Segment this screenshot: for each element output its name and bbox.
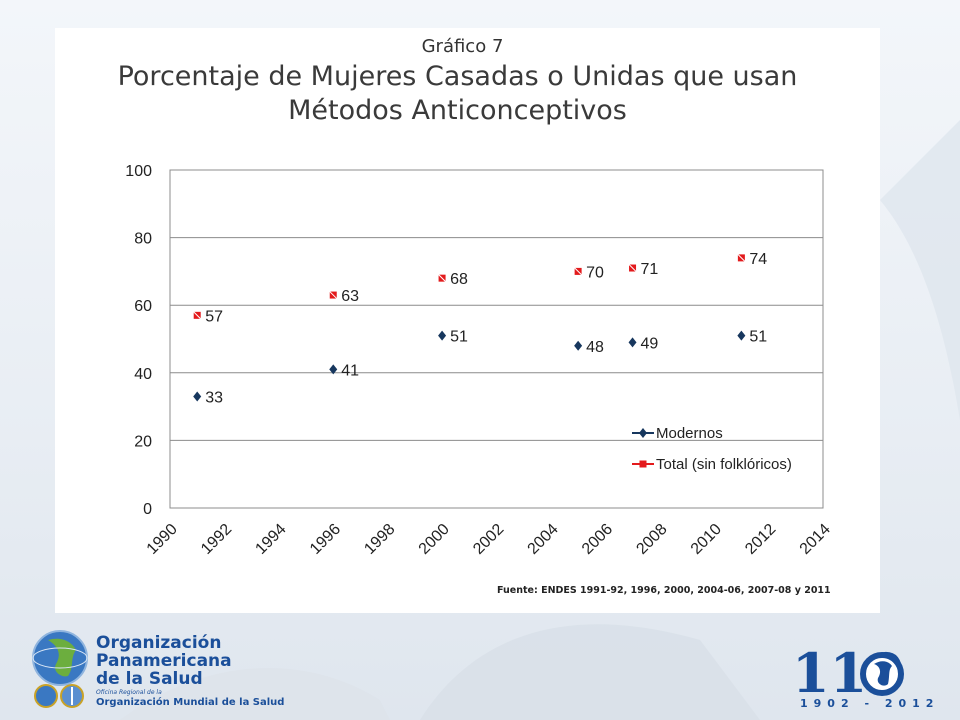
data-label: 51 — [450, 329, 468, 346]
y-tick-label: 80 — [134, 231, 152, 248]
x-tick-label: 1996 — [307, 521, 344, 558]
legend-label: Modernos — [656, 425, 723, 442]
point-total-mark — [573, 267, 583, 276]
legend-label: Total (sin folklóricos) — [656, 456, 792, 473]
point-modernos — [329, 364, 338, 375]
y-tick-label: 100 — [125, 163, 152, 180]
x-tick-label: 1990 — [144, 521, 181, 558]
chart-number: Gráfico 7 — [421, 36, 504, 57]
x-tick-label: 2010 — [688, 521, 725, 558]
x-tick-label: 1992 — [198, 521, 235, 558]
point-total-mark — [328, 290, 338, 300]
chart-title-line2: Métodos Anticonceptivos — [288, 95, 627, 126]
chart-title-line1: Porcentaje de Mujeres Casadas o Unidas q… — [117, 61, 798, 92]
point-total-mark — [192, 310, 202, 320]
org-name: Organización Panamericana de la Salud — [96, 634, 232, 688]
data-label: 49 — [641, 335, 659, 352]
data-label: 33 — [205, 389, 223, 406]
y-tick-label: 0 — [143, 501, 152, 518]
point-modernos — [737, 330, 746, 341]
legend-marker-total — [639, 460, 647, 468]
chart-title: Porcentaje de Mujeres Casadas o Unidas q… — [0, 60, 915, 128]
y-tick-label: 40 — [134, 366, 152, 383]
point-modernos — [438, 330, 447, 341]
y-tick-label: 20 — [134, 433, 152, 450]
source-note: Fuente: ENDES 1991-92, 1996, 2000, 2004-… — [497, 585, 831, 596]
x-tick-label: 2002 — [470, 521, 507, 558]
anniversary-logo: 110 — [792, 641, 905, 705]
who-name: Organización Mundial de la Salud — [96, 697, 285, 708]
x-tick-label: 2012 — [742, 521, 779, 558]
point-total-mark — [737, 253, 746, 263]
plot-area-frame — [169, 169, 824, 509]
org-name-line3: de la Salud — [96, 669, 203, 689]
data-label: 51 — [749, 329, 767, 346]
org-name-line1: Organización — [96, 633, 222, 653]
data-label: 68 — [450, 271, 468, 288]
data-label: 74 — [749, 251, 767, 268]
regional-office-label: Oficina Regional de la — [96, 689, 162, 696]
point-total-mark — [437, 273, 447, 283]
x-tick-label: 2006 — [579, 521, 616, 558]
x-tick-label: 1998 — [361, 521, 398, 558]
point-modernos — [628, 337, 637, 348]
x-tick-label: 1994 — [252, 521, 289, 558]
data-label: 71 — [641, 261, 659, 278]
data-label: 48 — [586, 339, 604, 356]
legend-marker-modernos — [639, 428, 647, 438]
y-tick-label: 60 — [134, 298, 152, 315]
data-label: 70 — [586, 264, 604, 281]
x-tick-label: 2000 — [416, 521, 453, 558]
chart-panel — [55, 28, 880, 613]
x-tick-label: 2014 — [797, 521, 834, 558]
x-tick-label: 2004 — [525, 521, 562, 558]
org-name-line2: Panamericana — [96, 651, 232, 671]
point-total-mark — [628, 263, 637, 273]
x-tick-label: 2008 — [633, 521, 670, 558]
data-label: 63 — [341, 288, 359, 305]
data-label: 41 — [341, 362, 359, 379]
paho-logo — [32, 630, 88, 708]
data-label: 57 — [205, 308, 223, 325]
anniversary-years: 1902 - 2012 — [800, 697, 940, 710]
point-modernos — [574, 340, 583, 351]
point-modernos — [193, 391, 202, 402]
